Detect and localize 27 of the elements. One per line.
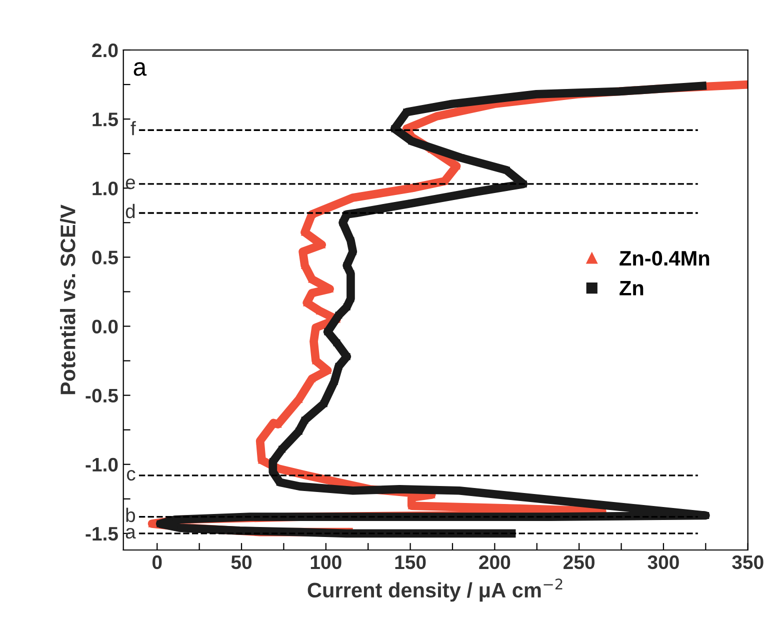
x-tick-label: 350 [732, 555, 764, 570]
legend-label: Zn-0.4Mn [620, 250, 710, 266]
legend-label: Zn [620, 280, 644, 296]
y-tick-label: 0.5 [92, 250, 118, 264]
y-tick-label: 1.0 [92, 182, 118, 196]
y-tick-label: -1.0 [86, 458, 118, 472]
ref-line-label: e [126, 178, 135, 190]
x-tick-label: 100 [310, 555, 342, 570]
y-tick-label: 2.0 [92, 43, 118, 58]
annotation: a [134, 62, 147, 76]
x-tick-label: 150 [395, 555, 426, 570]
y-tick-label: 0.0 [92, 320, 118, 334]
x-tick-label: 300 [648, 555, 679, 570]
x-tick-label: 50 [231, 555, 252, 570]
ref-line-label: b [126, 508, 136, 522]
ref-line-label: f [130, 121, 136, 136]
ref-line-label: c [126, 470, 136, 481]
x-axis-title: Current density / μA cm$^{−2}$ [308, 578, 562, 602]
y-tick-label: -1.5 [86, 527, 118, 541]
y-tick-label: 1.5 [92, 112, 118, 126]
x-tick-label: 0 [152, 555, 162, 570]
ref-line-label: a [126, 528, 136, 539]
ref-line-label: d [126, 204, 135, 218]
x-tick-label: 250 [564, 555, 595, 570]
x-tick-label: 200 [479, 555, 510, 570]
y-tick-label: -0.5 [86, 388, 118, 403]
y-axis-title: Potential vs. SCE/V [60, 204, 76, 394]
